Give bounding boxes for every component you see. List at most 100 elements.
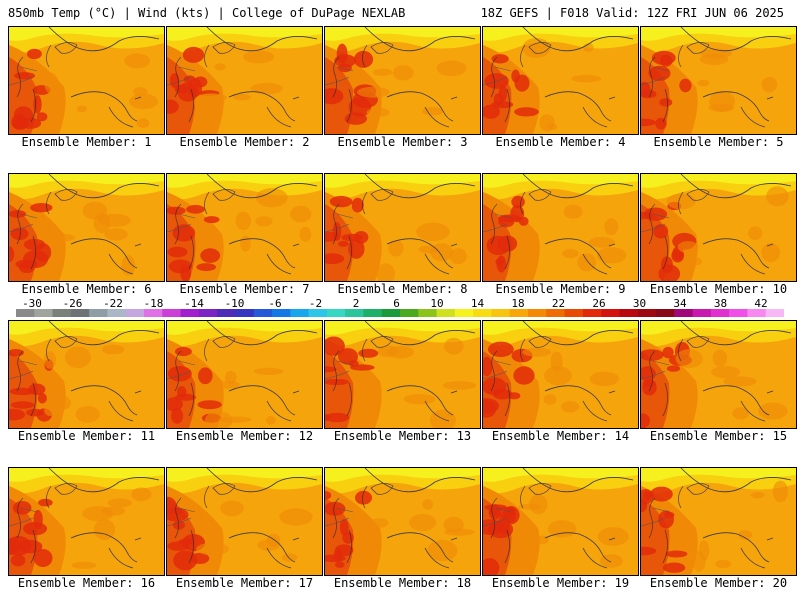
panel-caption: Ensemble Member: 3 — [337, 135, 468, 149]
panel-caption: Ensemble Member: 6 — [21, 282, 152, 296]
panel-caption: Ensemble Member: 15 — [649, 429, 788, 443]
colorbar-bin — [326, 309, 346, 317]
colorbar-bin — [198, 309, 218, 317]
ensemble-panel — [8, 320, 165, 429]
colorbar-bin — [509, 309, 529, 317]
temperature-map — [483, 174, 638, 281]
colorbar-bin — [308, 309, 328, 317]
colorbar-bin — [381, 309, 401, 317]
colorbar-tick-label: -10 — [224, 297, 245, 310]
colorbar-tick-label: 22 — [551, 297, 566, 310]
panel-caption: Ensemble Member: 12 — [175, 429, 314, 443]
colorbar-bin — [345, 309, 364, 317]
colorbar-bin — [674, 309, 694, 317]
colorbar-tick-label: 34 — [673, 297, 687, 310]
ensemble-panel — [640, 26, 797, 135]
temperature-map — [167, 174, 322, 281]
ensemble-panel — [8, 173, 165, 282]
colorbar-bin — [253, 309, 273, 317]
temperature-map — [167, 468, 322, 575]
colorbar-bin — [34, 309, 54, 317]
colorbar-bin — [180, 309, 200, 317]
panel-caption: Ensemble Member: 13 — [333, 429, 472, 443]
colorbar-bin — [89, 309, 108, 317]
colorbar-tick-label: 30 — [632, 297, 647, 310]
panel-caption: Ensemble Member: 14 — [491, 429, 630, 443]
panel-caption: Ensemble Member: 7 — [179, 282, 310, 296]
temperature-map — [483, 468, 638, 575]
colorbar-bin — [656, 309, 675, 317]
colorbar-ticks: -30 -26 -22 -18 -14 -10 -6 -2 2 6 10 14 18 22 26 30 34 38… — [0, 297, 800, 310]
colorbar-bin — [162, 309, 182, 317]
colorbar-tick-label: -14 — [184, 297, 204, 310]
colorbar-bin — [454, 309, 474, 317]
colorbar-tick-label: 14 — [470, 297, 485, 310]
temperature-map — [641, 321, 796, 428]
ensemble-panel — [640, 320, 797, 429]
ensemble-panel — [166, 173, 323, 282]
panel-caption: Ensemble Member: 18 — [333, 576, 472, 590]
temperature-map — [9, 321, 164, 428]
colorbar-bin — [473, 309, 492, 317]
colorbar-bin — [290, 309, 310, 317]
colorbar-tick-label: 10 — [430, 297, 444, 310]
temperature-map — [9, 174, 164, 281]
temperature-map — [641, 174, 796, 281]
colorbar-bin — [601, 309, 620, 317]
panel-caption: Ensemble Member: 2 — [179, 135, 310, 149]
colorbar-tick-label: 2 — [352, 297, 360, 310]
temperature-map — [167, 27, 322, 134]
chart-title: 850mb Temp (°C) | Wind (kts) | College o… — [8, 6, 406, 20]
ensemble-panel — [324, 26, 481, 135]
colorbar-tick-label: -30 — [22, 297, 42, 310]
colorbar-bin — [729, 309, 748, 317]
temperature-map — [325, 27, 480, 134]
ensemble-panel — [166, 26, 323, 135]
colorbar-bin — [52, 309, 72, 317]
temperature-map — [483, 27, 638, 134]
panel-caption: Ensemble Member: 20 — [649, 576, 788, 590]
ensemble-panel — [640, 173, 797, 282]
panel-caption: Ensemble Member: 16 — [17, 576, 156, 590]
colorbar-bin — [692, 309, 712, 317]
colorbar-tick-label: -22 — [103, 297, 123, 310]
ensemble-panel — [640, 467, 797, 576]
panel-caption: Ensemble Member: 11 — [17, 429, 156, 443]
colorbar-bin — [637, 309, 657, 317]
temperature-map — [325, 321, 480, 428]
colorbar-bin — [546, 309, 566, 317]
colorbar-bin — [217, 309, 236, 317]
colorbar-tick-label: 38 — [713, 297, 728, 310]
colorbar-bin — [564, 309, 584, 317]
colorbar-bin — [272, 309, 291, 317]
colorbar-tick-label: 42 — [754, 297, 768, 310]
colorbar-tick-label: -2 — [308, 297, 323, 310]
ensemble-panel — [8, 26, 165, 135]
ensemble-panel — [166, 320, 323, 429]
temperature-map — [9, 27, 164, 134]
colorbar-bin — [144, 309, 163, 317]
panel-caption: Ensemble Member: 5 — [653, 135, 784, 149]
temperature-map — [9, 468, 164, 575]
colorbar-bin — [16, 309, 35, 317]
ensemble-panel — [324, 467, 481, 576]
colorbar-bin — [363, 309, 383, 317]
temperature-map — [325, 174, 480, 281]
colorbar-tick-label: -26 — [62, 297, 83, 310]
colorbar-bin — [400, 309, 419, 317]
ensemble-panel — [482, 467, 639, 576]
colorbar-bin — [436, 309, 456, 317]
temperature-map — [167, 321, 322, 428]
colorbar-bin — [619, 309, 639, 317]
panel-caption: Ensemble Member: 1 — [21, 135, 152, 149]
colorbar-bin — [528, 309, 547, 317]
colorbar-tick-label: 6 — [393, 297, 400, 310]
colorbar-bin — [765, 309, 784, 317]
colorbar-bin — [710, 309, 730, 317]
panel-caption: Ensemble Member: 19 — [491, 576, 630, 590]
colorbar-bin — [418, 309, 438, 317]
colorbar-tick-label: 18 — [511, 297, 525, 310]
ensemble-panel — [482, 173, 639, 282]
colorbar-bin — [107, 309, 127, 317]
ensemble-panel — [482, 320, 639, 429]
